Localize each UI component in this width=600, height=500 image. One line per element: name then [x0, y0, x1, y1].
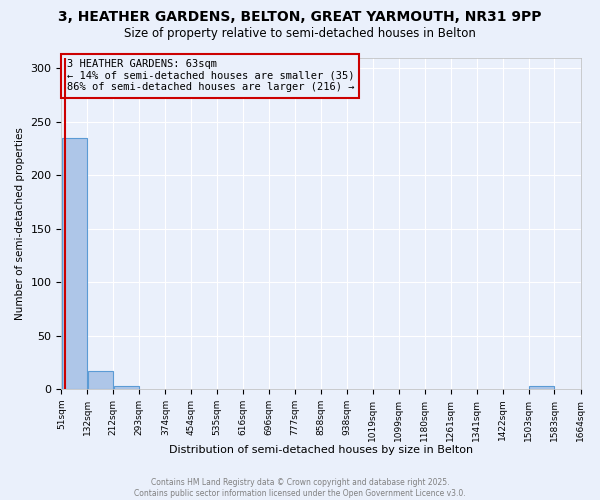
Text: 3 HEATHER GARDENS: 63sqm
← 14% of semi-detached houses are smaller (35)
86% of s: 3 HEATHER GARDENS: 63sqm ← 14% of semi-d…: [67, 59, 354, 92]
Bar: [529, 386, 554, 389]
Text: Contains HM Land Registry data © Crown copyright and database right 2025.
Contai: Contains HM Land Registry data © Crown c…: [134, 478, 466, 498]
Bar: [62, 138, 87, 389]
Text: 3, HEATHER GARDENS, BELTON, GREAT YARMOUTH, NR31 9PP: 3, HEATHER GARDENS, BELTON, GREAT YARMOU…: [58, 10, 542, 24]
Y-axis label: Number of semi-detached properties: Number of semi-detached properties: [15, 127, 25, 320]
X-axis label: Distribution of semi-detached houses by size in Belton: Distribution of semi-detached houses by …: [169, 445, 473, 455]
Bar: [88, 371, 113, 389]
Bar: [113, 386, 139, 389]
Text: Size of property relative to semi-detached houses in Belton: Size of property relative to semi-detach…: [124, 28, 476, 40]
